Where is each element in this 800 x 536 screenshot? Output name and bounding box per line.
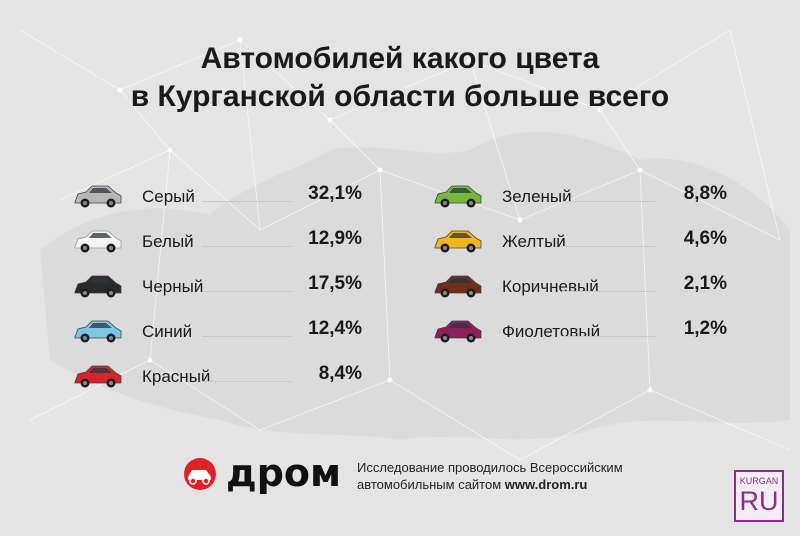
color-row: Желтый 4,6% bbox=[432, 225, 727, 259]
car-icon bbox=[432, 227, 484, 255]
leader-line bbox=[202, 201, 292, 202]
leader-line bbox=[202, 336, 292, 337]
car-icon bbox=[432, 182, 484, 210]
color-row: Синий 12,4% bbox=[72, 315, 362, 349]
color-row: Красный 8,4% bbox=[72, 360, 362, 394]
color-row: Черный 17,5% bbox=[72, 270, 362, 304]
color-row: Зеленый 8,8% bbox=[432, 180, 727, 214]
leader-line bbox=[562, 291, 657, 292]
color-label: Коричневый bbox=[502, 277, 599, 296]
kurgan-ru-badge-main: RU bbox=[739, 486, 779, 516]
kurgan-ru-badge-top: KURGAN bbox=[739, 476, 779, 486]
research-note-line-2: автомобильным сайтом www.drom.ru bbox=[357, 476, 647, 493]
color-share-value: 12,9% bbox=[308, 228, 362, 249]
leader-line bbox=[562, 336, 657, 337]
color-label: Зеленый bbox=[502, 187, 572, 206]
color-row: Белый 12,9% bbox=[72, 225, 362, 259]
car-icon bbox=[72, 272, 124, 300]
color-row: Коричневый 2,1% bbox=[432, 270, 727, 304]
research-note: Исследование проводилось Всероссийским а… bbox=[357, 459, 647, 493]
car-icon bbox=[72, 182, 124, 210]
color-label: Желтый bbox=[502, 232, 566, 251]
research-note-line-1: Исследование проводилось Всероссийским bbox=[357, 460, 623, 475]
research-note-prefix: автомобильным сайтом bbox=[357, 477, 502, 492]
chart-title: Автомобилей какого цвета в Курганской об… bbox=[0, 40, 800, 116]
color-row: Фиолетовый 1,2% bbox=[432, 315, 727, 349]
color-share-value: 2,1% bbox=[683, 273, 727, 294]
drom-logo[interactable]: дром bbox=[180, 451, 341, 495]
color-label: Синий bbox=[142, 322, 193, 341]
color-label: Фиолетовый bbox=[502, 322, 601, 341]
color-label: Белый bbox=[142, 232, 194, 251]
leader-line bbox=[562, 201, 657, 202]
research-note-site-link[interactable]: www.drom.ru bbox=[504, 477, 588, 492]
color-share-value: 8,4% bbox=[318, 363, 362, 384]
color-share-value: 32,1% bbox=[308, 183, 362, 204]
color-share-value: 12,4% bbox=[308, 318, 362, 339]
color-share-value: 17,5% bbox=[308, 273, 362, 294]
car-icon bbox=[72, 227, 124, 255]
leader-line bbox=[202, 381, 292, 382]
drom-wordmark: дром bbox=[226, 451, 342, 495]
chart-title-line-1: Автомобилей какого цвета bbox=[200, 42, 600, 75]
car-icon bbox=[432, 317, 484, 345]
car-icon bbox=[72, 317, 124, 345]
leader-line bbox=[562, 246, 657, 247]
color-share-value: 1,2% bbox=[683, 318, 727, 339]
leader-line bbox=[202, 246, 292, 247]
color-label: Черный bbox=[142, 277, 204, 296]
color-label: Серый bbox=[142, 187, 195, 206]
drom-car-icon bbox=[184, 458, 216, 490]
color-share-value: 4,6% bbox=[683, 228, 727, 249]
car-icon bbox=[72, 362, 124, 390]
color-label: Красный bbox=[142, 367, 211, 386]
color-row: Серый 32,1% bbox=[72, 180, 362, 214]
color-share-value: 8,8% bbox=[683, 183, 727, 204]
car-icon bbox=[432, 272, 484, 300]
kurgan-ru-badge[interactable]: KURGAN RU bbox=[734, 470, 784, 522]
leader-line bbox=[202, 291, 292, 292]
map-silhouette bbox=[40, 131, 790, 440]
chart-title-line-2: в Курганской области больше всего bbox=[130, 80, 670, 113]
